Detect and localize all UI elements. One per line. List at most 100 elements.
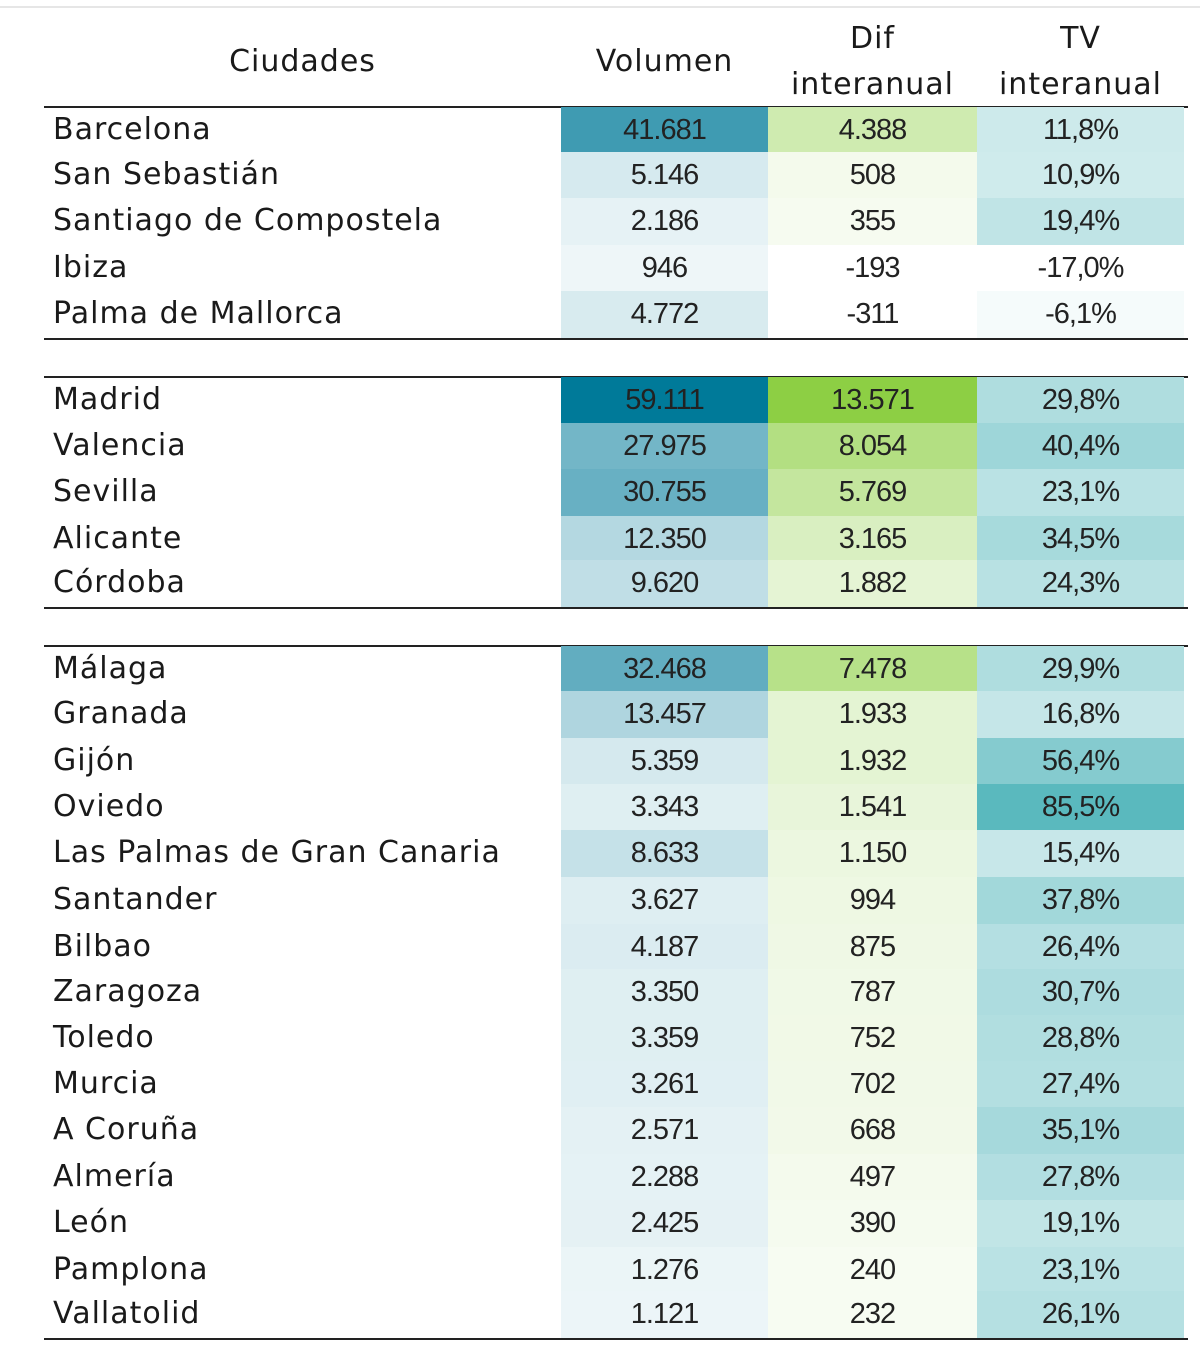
tv-interanual-cell: 29,8% [977,377,1184,424]
header-ciudades: Ciudades [229,44,376,79]
dif-interanual-cell: 1.932 [768,738,977,785]
table-row: Almería 2.288 497 27,8% [0,1154,1200,1201]
city-name: Santander [53,882,218,917]
city-name: Palma de Mallorca [53,296,344,331]
city-name: Sevilla [53,474,159,509]
top-border [0,6,1200,8]
table-row: Málaga 32.468 7.478 29,9% [0,646,1200,693]
city-name: Granada [53,696,189,731]
tv-interanual-cell: 11,8% [977,107,1184,154]
group-bottom-rule [44,607,1188,609]
header-dif-line2: interanual [790,67,955,102]
table-row: Palma de Mallorca 4.772 -311 -6,1% [0,291,1200,338]
volumen-cell: 59.111 [561,377,768,424]
group-bottom-rule [44,338,1188,340]
dif-interanual-cell: 668 [768,1107,977,1154]
volumen-cell: 32.468 [561,646,768,693]
table-row: Ibiza 946 -193 -17,0% [0,245,1200,292]
volumen-cell: 3.350 [561,969,768,1016]
volumen-cell: 13.457 [561,691,768,738]
tv-interanual-cell: 26,1% [977,1291,1184,1338]
city-name: Valencia [53,428,187,463]
table-row: Toledo 3.359 752 28,8% [0,1015,1200,1062]
tv-interanual-cell: -17,0% [977,245,1184,292]
dif-interanual-cell: 508 [768,152,977,199]
table-row: Córdoba 9.620 1.882 24,3% [0,560,1200,607]
volumen-cell: 4.772 [561,291,768,338]
volumen-cell: 8.633 [561,830,768,877]
city-name: A Coruña [53,1112,200,1147]
volumen-cell: 30.755 [561,469,768,516]
tv-interanual-cell: 35,1% [977,1107,1184,1154]
table-row: Barcelona 41.681 4.388 11,8% [0,107,1200,154]
tv-interanual-cell: 16,8% [977,691,1184,738]
table-row: Sevilla 30.755 5.769 23,1% [0,469,1200,516]
volumen-cell: 3.359 [561,1015,768,1062]
header-tv-line1: TV [1060,21,1101,56]
tv-interanual-cell: 56,4% [977,738,1184,785]
volumen-cell: 5.359 [561,738,768,785]
dif-interanual-cell: 240 [768,1247,977,1294]
header-tv-line2: interanual [998,67,1163,102]
table-row: A Coruña 2.571 668 35,1% [0,1107,1200,1154]
table-row: Alicante 12.350 3.165 34,5% [0,516,1200,563]
volumen-cell: 27.975 [561,423,768,470]
volumen-cell: 946 [561,245,768,292]
volumen-cell: 9.620 [561,560,768,607]
tv-interanual-cell: 29,9% [977,646,1184,693]
city-name: Madrid [53,382,163,417]
table-row: San Sebastián 5.146 508 10,9% [0,152,1200,199]
table-row: Vallatolid 1.121 232 26,1% [0,1291,1200,1338]
tv-interanual-cell: 85,5% [977,784,1184,831]
city-name: Bilbao [53,929,153,964]
city-name: Vallatolid [53,1296,201,1331]
tv-interanual-cell: -6,1% [977,291,1184,338]
dif-interanual-cell: 497 [768,1154,977,1201]
city-name: Almería [53,1159,176,1194]
tv-interanual-cell: 23,1% [977,1247,1184,1294]
tv-interanual-cell: 19,4% [977,198,1184,245]
tv-interanual-cell: 34,5% [977,516,1184,563]
city-name: Málaga [53,651,168,686]
city-name: Córdoba [53,565,186,600]
tv-interanual-cell: 30,7% [977,969,1184,1016]
table-row: Granada 13.457 1.933 16,8% [0,691,1200,738]
tv-interanual-cell: 27,4% [977,1061,1184,1108]
table-row: Gijón 5.359 1.932 56,4% [0,738,1200,785]
city-name: Pamplona [53,1252,209,1287]
volumen-cell: 5.146 [561,152,768,199]
table-row: Valencia 27.975 8.054 40,4% [0,423,1200,470]
dif-interanual-cell: 994 [768,877,977,924]
dif-interanual-cell: 1.541 [768,784,977,831]
city-name: Zaragoza [53,974,203,1009]
dif-interanual-cell: 7.478 [768,646,977,693]
dif-interanual-cell: 4.388 [768,107,977,154]
volumen-cell: 1.276 [561,1247,768,1294]
table-row: León 2.425 390 19,1% [0,1200,1200,1247]
city-name: Gijón [53,743,136,778]
city-name: Toledo [53,1020,155,1055]
dif-interanual-cell: 8.054 [768,423,977,470]
volumen-cell: 3.343 [561,784,768,831]
dif-interanual-cell: 702 [768,1061,977,1108]
dif-interanual-cell: 1.150 [768,830,977,877]
dif-interanual-cell: -311 [768,291,977,338]
dif-interanual-cell: 875 [768,924,977,971]
volumen-cell: 4.187 [561,924,768,971]
city-name: Alicante [53,521,183,556]
table-row: Las Palmas de Gran Canaria 8.633 1.150 15,4… [0,830,1200,877]
tv-interanual-cell: 40,4% [977,423,1184,470]
table-row: Oviedo 3.343 1.541 85,5% [0,784,1200,831]
city-name: Santiago de Compostela [53,203,443,238]
table-row: Santiago de Compostela 2.186 355 19,4% [0,198,1200,245]
dif-interanual-cell: 355 [768,198,977,245]
table-row: Santander 3.627 994 37,8% [0,877,1200,924]
city-name: Ibiza [53,250,129,285]
dif-interanual-cell: 1.882 [768,560,977,607]
city-name: Barcelona [53,112,212,147]
volumen-cell: 12.350 [561,516,768,563]
tv-interanual-cell: 27,8% [977,1154,1184,1201]
volumen-cell: 1.121 [561,1291,768,1338]
table-row: Zaragoza 3.350 787 30,7% [0,969,1200,1016]
table-row: Bilbao 4.187 875 26,4% [0,924,1200,971]
